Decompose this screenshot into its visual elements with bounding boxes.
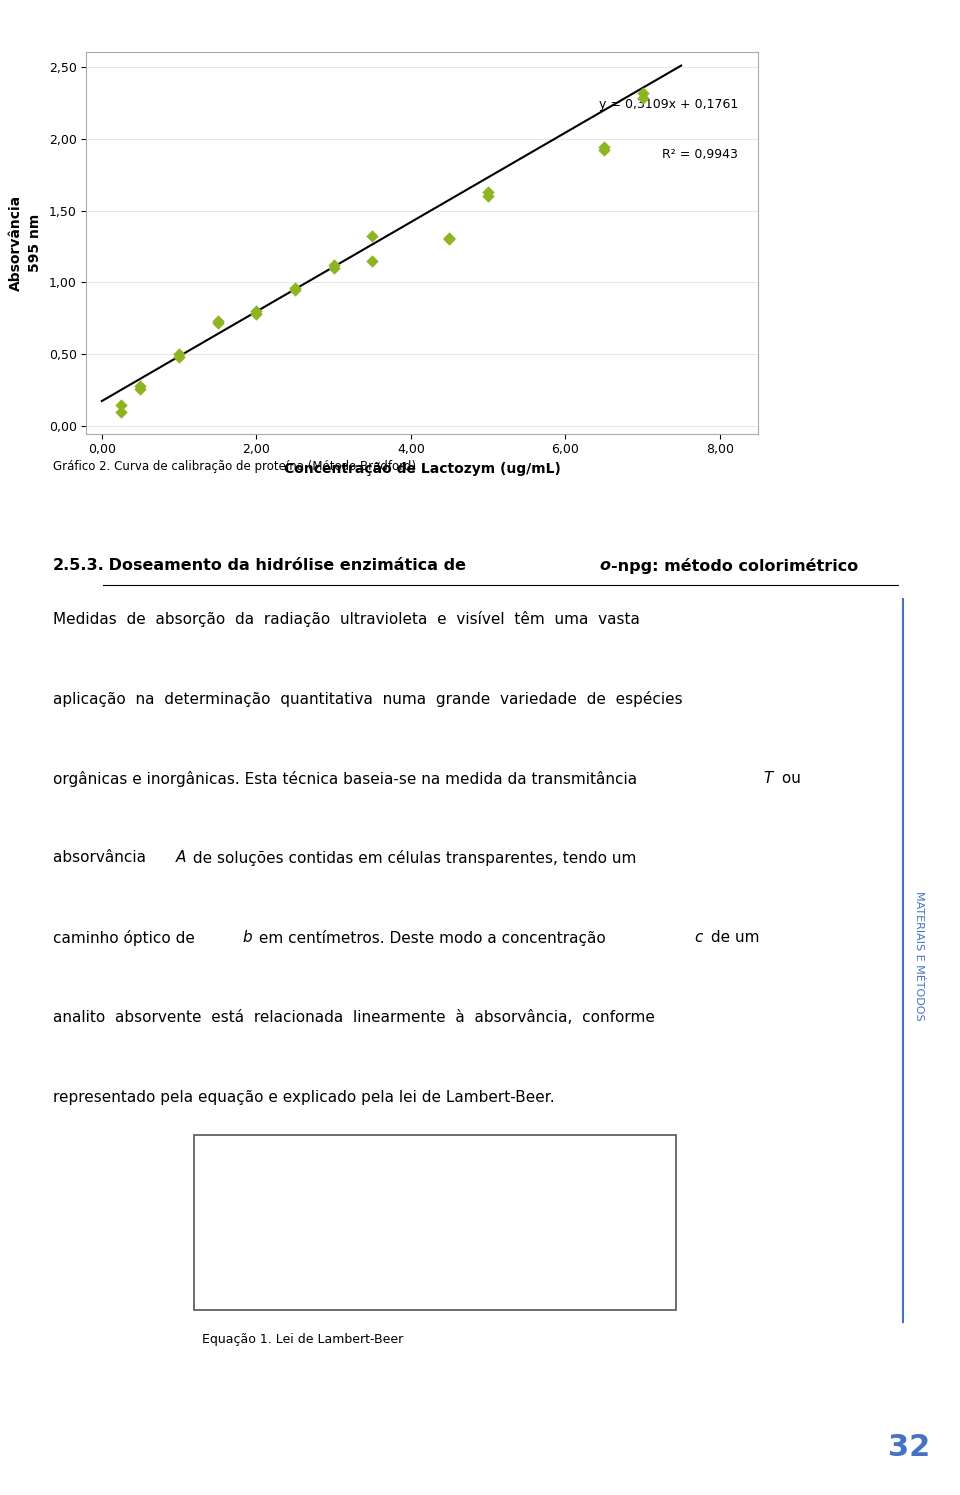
Point xyxy=(249,299,264,323)
Text: Medidas  de  absorção  da  radiação  ultravioleta  e  visível  têm  uma  vasta: Medidas de absorção da radiação ultravio… xyxy=(53,611,639,626)
Point xyxy=(596,136,612,160)
Text: b: b xyxy=(242,930,252,945)
Text: analito  absorvente  está  relacionada  linearmente  à  absorvância,  conforme: analito absorvente está relacionada line… xyxy=(53,1011,655,1026)
Text: o: o xyxy=(599,558,610,573)
Text: T: T xyxy=(763,770,773,785)
Point xyxy=(442,227,457,251)
Text: -npg: método colorimétrico: -npg: método colorimétrico xyxy=(611,558,858,574)
X-axis label: Concentração de Lactozym (ug/mL): Concentração de Lactozym (ug/mL) xyxy=(284,462,561,475)
Text: R² = 0,9943: R² = 0,9943 xyxy=(662,148,738,160)
Text: ou: ou xyxy=(777,770,801,785)
Text: Equação 1. Lei de Lambert-Beer: Equação 1. Lei de Lambert-Beer xyxy=(203,1332,403,1346)
Point xyxy=(132,377,148,401)
Point xyxy=(442,226,457,250)
Text: 2.5.3.: 2.5.3. xyxy=(53,558,105,573)
Text: orgânicas e inorgânicas. Esta técnica baseia-se na medida da transmitância: orgânicas e inorgânicas. Esta técnica ba… xyxy=(53,770,642,786)
Point xyxy=(365,224,380,248)
Text: absorvância: absorvância xyxy=(53,851,151,866)
Point xyxy=(325,256,341,280)
Text: aplicação  na  determinação  quantitativa  numa  grande  variedade  de  espécies: aplicação na determinação quantitativa n… xyxy=(53,691,683,707)
Point xyxy=(635,81,650,105)
Point xyxy=(596,138,612,161)
Point xyxy=(172,342,187,366)
Text: em centímetros. Deste modo a concentração: em centímetros. Deste modo a concentraçã… xyxy=(253,930,611,946)
Point xyxy=(113,393,129,417)
Text: MATERIAIS E MÉTODOS: MATERIAIS E MÉTODOS xyxy=(915,891,924,1021)
Y-axis label: Absorvância
595 nm: Absorvância 595 nm xyxy=(10,194,41,292)
Point xyxy=(325,253,341,277)
Point xyxy=(365,250,380,274)
Point xyxy=(287,277,302,300)
Point xyxy=(480,184,495,208)
Point xyxy=(172,345,187,369)
Point xyxy=(210,309,226,333)
Text: caminho óptico de: caminho óptico de xyxy=(53,930,200,946)
Text: c: c xyxy=(695,930,703,945)
FancyBboxPatch shape xyxy=(194,1135,676,1310)
Point xyxy=(249,302,264,326)
Point xyxy=(635,87,650,111)
Text: Gráfico 2. Curva de calibração de proteína (Método Bradford): Gráfico 2. Curva de calibração de proteí… xyxy=(53,460,416,474)
Point xyxy=(480,179,495,203)
Text: de um: de um xyxy=(707,930,759,945)
Text: representado pela equação e explicado pela lei de Lambert-Beer.: representado pela equação e explicado pe… xyxy=(53,1090,555,1105)
Text: de soluções contidas em células transparentes, tendo um: de soluções contidas em células transpar… xyxy=(188,851,636,867)
Point xyxy=(113,401,129,425)
Text: $A = -logT = \dfrac{logPo}{P} = \epsilon bc$: $A = -logT = \dfrac{logPo}{P} = \epsilon… xyxy=(313,1200,556,1244)
Text: Doseamento da hidrólise enzimática de: Doseamento da hidrólise enzimática de xyxy=(103,558,471,573)
Text: A: A xyxy=(176,851,186,866)
Point xyxy=(287,278,302,302)
Text: y = 0,3109x + 0,1761: y = 0,3109x + 0,1761 xyxy=(599,99,738,111)
Point xyxy=(210,311,226,335)
Point xyxy=(132,374,148,398)
Text: 32: 32 xyxy=(888,1434,930,1462)
